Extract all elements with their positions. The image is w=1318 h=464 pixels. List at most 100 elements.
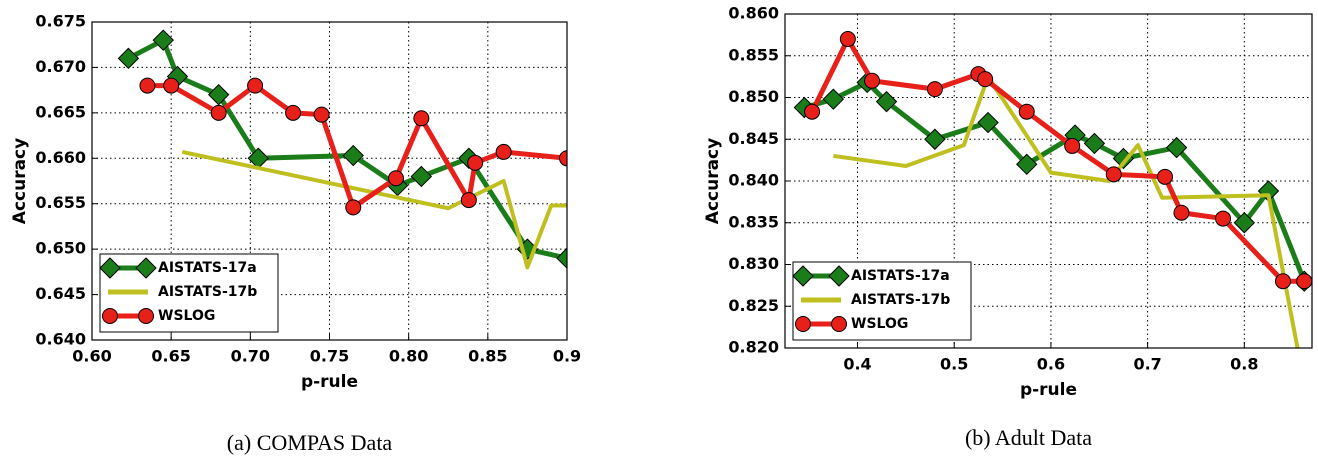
y-tick-label: 0.835 xyxy=(728,212,779,231)
plot-frame xyxy=(91,21,568,341)
x-tick-label: 0.4 xyxy=(843,355,871,374)
y-tick-label: 0.670 xyxy=(35,57,86,76)
y-tick-label: 0.840 xyxy=(728,171,779,190)
diamond-marker xyxy=(977,111,999,134)
y-tick-label: 0.860 xyxy=(728,4,779,23)
diamond-marker xyxy=(152,29,174,51)
circle-marker xyxy=(313,106,330,123)
x-tick-label: 0.7 xyxy=(1133,355,1161,374)
circle-marker xyxy=(285,104,302,121)
diamond-marker xyxy=(117,47,140,70)
circle-marker xyxy=(831,316,847,332)
circle-marker xyxy=(926,81,943,98)
series-line xyxy=(809,36,1305,284)
diamond-marker xyxy=(875,90,898,113)
chart-panel: 0.640 0.645 0.650 0.655 0.660 0.665 0.670 0.675… xyxy=(10,12,581,456)
y-tick-label: 0.820 xyxy=(728,338,779,357)
x-tick-label: 0.85 xyxy=(468,347,507,366)
diamond-marker xyxy=(924,128,946,150)
y-tick-label: 0.855 xyxy=(728,45,779,64)
plot-frame xyxy=(784,13,1313,349)
series-line xyxy=(803,79,1307,283)
circle-marker xyxy=(839,31,856,48)
plot-area xyxy=(117,29,567,270)
circle-marker xyxy=(1215,210,1232,227)
y-tick-label: 0.645 xyxy=(35,284,86,303)
y-tick-label: 0.845 xyxy=(728,129,779,148)
x-axis-label: p-rule xyxy=(301,372,358,392)
caption: (a) COMPAS Data xyxy=(227,430,393,455)
diamond-marker xyxy=(410,165,433,188)
diamond-marker xyxy=(1083,132,1106,155)
diamond-marker xyxy=(822,88,845,110)
circle-marker xyxy=(345,199,362,216)
circle-marker xyxy=(495,143,512,160)
circle-marker xyxy=(795,316,811,332)
diamond-marker xyxy=(99,257,121,279)
circle-marker xyxy=(804,103,821,120)
x-tick-label: 0.60 xyxy=(72,347,111,366)
x-tick-label: 0.9 xyxy=(553,347,581,366)
x-tick-label: 0.65 xyxy=(151,347,190,366)
legend-label: WSLOG xyxy=(851,316,908,332)
x-tick-label: 0.70 xyxy=(231,347,270,366)
circle-marker xyxy=(1296,273,1312,290)
circle-marker xyxy=(864,72,881,89)
x-tick-label: 0.8 xyxy=(1230,355,1258,374)
y-tick-label: 0.660 xyxy=(35,148,86,167)
y-tick-label: 0.655 xyxy=(35,193,86,212)
diamond-marker xyxy=(1233,212,1256,234)
x-tick-label: 0.75 xyxy=(310,347,349,366)
caption: (b) Adult Data xyxy=(965,425,1092,450)
circle-marker xyxy=(163,77,180,94)
y-tick-label: 0.640 xyxy=(35,330,86,349)
diamond-marker xyxy=(1016,153,1038,176)
x-tick-label: 0.5 xyxy=(940,355,968,374)
legend-label: AISTATS-17a xyxy=(158,260,257,276)
circle-marker xyxy=(413,110,430,127)
circle-marker xyxy=(1018,103,1035,120)
circle-marker xyxy=(460,192,477,209)
series-line xyxy=(181,149,567,270)
circle-marker xyxy=(388,170,404,187)
y-tick-label: 0.825 xyxy=(728,296,779,315)
x-tick-label: 0.6 xyxy=(1037,355,1065,374)
y-tick-label: 0.675 xyxy=(35,12,86,31)
y-tick-label: 0.665 xyxy=(35,102,86,121)
legend-label: AISTATS-17a xyxy=(851,268,950,284)
circle-marker xyxy=(138,308,154,324)
series-line xyxy=(833,74,1300,348)
y-tick-label: 0.850 xyxy=(728,87,779,106)
legend-label: AISTATS-17b xyxy=(158,284,257,300)
circle-marker xyxy=(247,77,264,94)
circle-marker xyxy=(1105,166,1122,183)
circle-marker xyxy=(210,104,227,121)
diamond-marker xyxy=(556,247,567,269)
diamond-marker xyxy=(1165,136,1188,159)
x-tick-label: 0.80 xyxy=(389,347,428,366)
circle-marker xyxy=(1064,137,1081,154)
y-axis-label: Accuracy xyxy=(10,138,30,224)
diamond-marker xyxy=(828,265,850,287)
diamond-marker xyxy=(342,144,364,167)
circle-marker xyxy=(1173,204,1190,221)
y-tick-label: 0.650 xyxy=(35,239,86,258)
circle-marker xyxy=(1274,273,1291,290)
circle-marker xyxy=(467,154,484,171)
circle-marker xyxy=(139,77,156,94)
circle-marker xyxy=(102,308,118,324)
diamond-marker xyxy=(207,83,230,106)
circle-marker xyxy=(977,71,994,88)
y-axis-label: Accuracy xyxy=(703,138,723,224)
legend-label: AISTATS-17b xyxy=(851,292,950,308)
diamond-marker xyxy=(792,265,814,287)
diamond-marker xyxy=(135,257,157,279)
legend-label: WSLOG xyxy=(158,308,215,324)
circle-marker xyxy=(559,150,567,167)
x-axis-label: p-rule xyxy=(1020,380,1077,400)
circle-marker xyxy=(1157,168,1174,185)
y-tick-label: 0.830 xyxy=(728,254,779,273)
plot-area xyxy=(793,31,1312,348)
chart-panel: 0.820 0.825 0.830 0.835 0.840 0.845 0.850 0.855… xyxy=(703,4,1313,450)
